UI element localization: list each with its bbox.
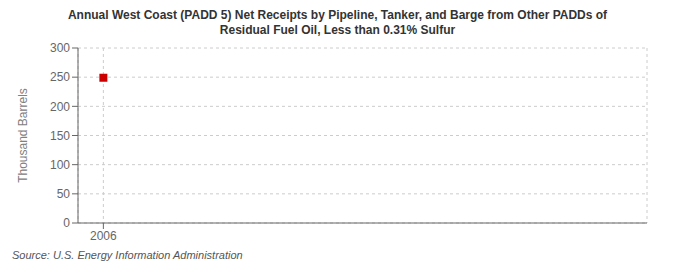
svg-text:50: 50 <box>57 187 71 201</box>
svg-text:0: 0 <box>63 216 70 230</box>
html-text:Annual West Coast (PADD 5) Net: Annual West Coast (PADD 5) Net Receipts … <box>67 8 608 22</box>
svg-text:100: 100 <box>50 158 70 172</box>
svg-text:300: 300 <box>50 41 70 55</box>
html-text:Residual Fuel Oil, Less than 0: Residual Fuel Oil, Less than 0.31% Sulfu… <box>219 23 456 37</box>
svg-text:150: 150 <box>50 129 70 143</box>
svg-text:250: 250 <box>50 70 70 84</box>
html-text:Source: U.S. Energy Informatio: Source: U.S. Energy Information Administ… <box>12 249 243 261</box>
svg-text:2006: 2006 <box>90 229 117 243</box>
svg-text:200: 200 <box>50 100 70 114</box>
svg-text:Thousand Barrels: Thousand Barrels <box>16 88 30 183</box>
